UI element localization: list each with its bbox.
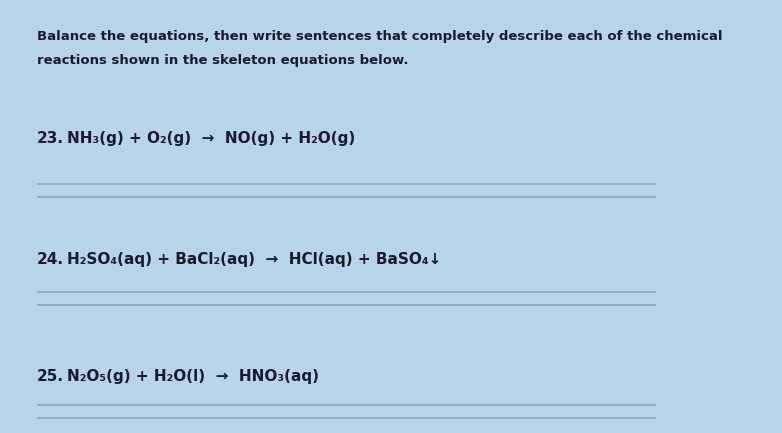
Text: 23.: 23. <box>37 131 64 146</box>
Text: 25.: 25. <box>37 369 64 384</box>
Text: NH₃(g) + O₂(g)  →  NO(g) + H₂O(g): NH₃(g) + O₂(g) → NO(g) + H₂O(g) <box>67 131 355 146</box>
Text: H₂SO₄(aq) + BaCl₂(aq)  →  HCl(aq) + BaSO₄↓: H₂SO₄(aq) + BaCl₂(aq) → HCl(aq) + BaSO₄↓ <box>67 252 441 267</box>
Text: Balance the equations, then write sentences that completely describe each of the: Balance the equations, then write senten… <box>37 30 723 43</box>
Text: reactions shown in the skeleton equations below.: reactions shown in the skeleton equation… <box>37 54 408 67</box>
Text: N₂O₅(g) + H₂O(l)  →  HNO₃(aq): N₂O₅(g) + H₂O(l) → HNO₃(aq) <box>67 369 319 384</box>
Text: 24.: 24. <box>37 252 64 267</box>
